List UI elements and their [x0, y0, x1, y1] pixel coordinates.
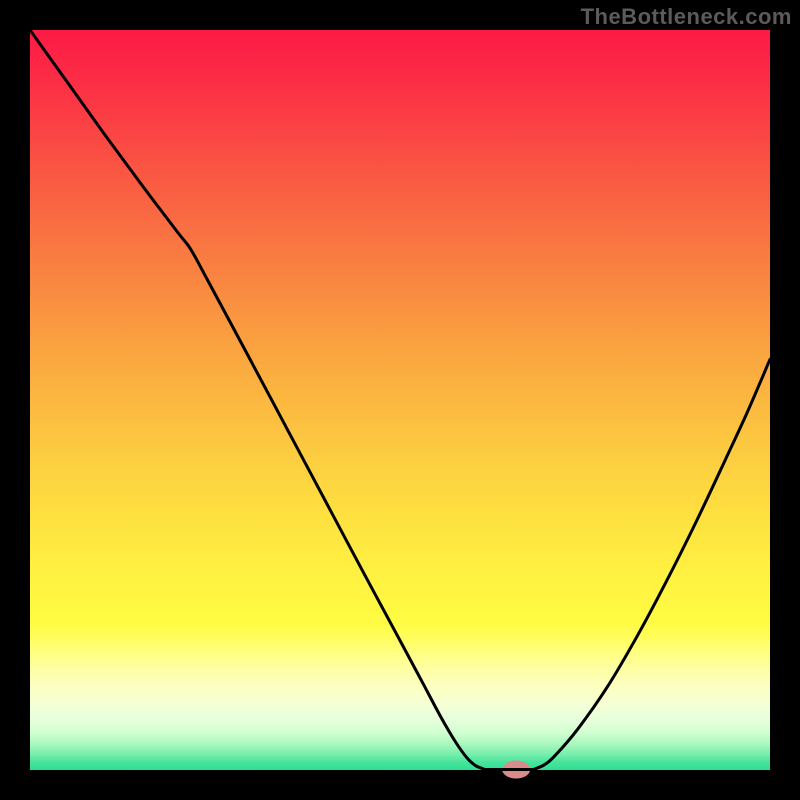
- watermark-text: TheBottleneck.com: [581, 4, 792, 30]
- chart-frame: TheBottleneck.com: [0, 0, 800, 800]
- bottleneck-chart: [0, 0, 800, 800]
